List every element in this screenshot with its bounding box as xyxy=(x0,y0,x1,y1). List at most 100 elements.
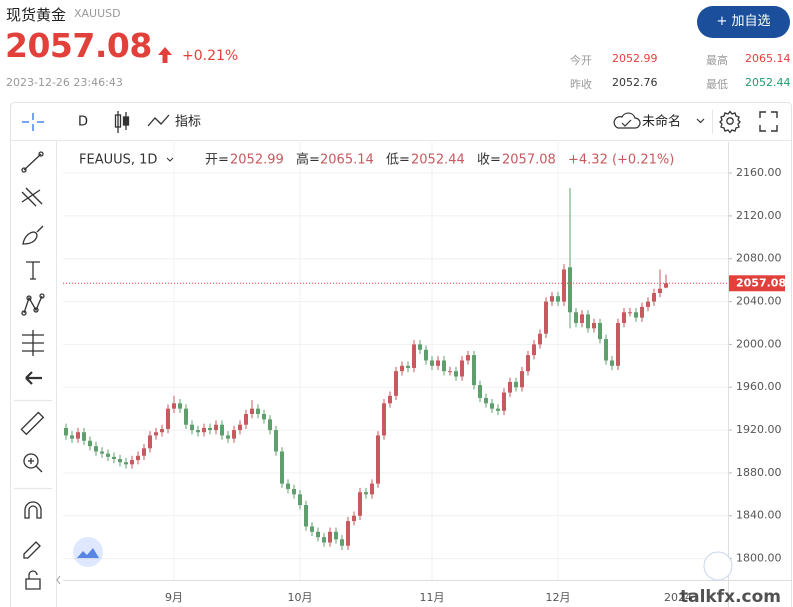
candle-body xyxy=(316,531,320,538)
candle-body xyxy=(352,515,356,522)
x-tick-label: 2024 xyxy=(664,591,692,604)
candle-body xyxy=(454,371,458,377)
candle-body xyxy=(82,432,86,441)
instrument-title: 现货黄金 xyxy=(6,6,67,24)
candle-body xyxy=(280,451,284,484)
cloud-check xyxy=(621,119,632,127)
candle-body xyxy=(640,306,644,318)
layout-menu-chevron[interactable] xyxy=(696,118,705,124)
candle-body xyxy=(208,427,212,431)
candle-body xyxy=(166,408,170,430)
candle-body xyxy=(124,462,128,465)
candle-body xyxy=(244,414,248,425)
lock-draw-tool[interactable] xyxy=(23,541,41,559)
candle-body xyxy=(628,312,632,314)
candle-body xyxy=(70,435,74,439)
text-tool[interactable] xyxy=(26,261,40,280)
candle-body xyxy=(382,403,386,436)
widget-frame xyxy=(10,102,792,607)
candle-body xyxy=(412,344,416,368)
stat-value: 2052.44 xyxy=(745,76,791,89)
candle-body xyxy=(664,283,668,288)
back-tool[interactable] xyxy=(25,371,42,385)
candle-body xyxy=(106,453,110,457)
candle-body xyxy=(460,360,464,377)
fib-tool[interactable] xyxy=(21,187,43,207)
prediction-tool[interactable] xyxy=(22,330,44,356)
logo-bg xyxy=(73,537,103,567)
candle-body xyxy=(214,424,218,431)
candle-body xyxy=(478,385,482,398)
candle-body xyxy=(538,333,542,345)
legend-label: 收= xyxy=(477,153,501,168)
candle-body xyxy=(148,435,152,449)
lock-tool[interactable] xyxy=(25,570,41,590)
pattern-tool[interactable] xyxy=(21,293,45,316)
layout-name[interactable]: 未命名 xyxy=(642,114,681,130)
indicator-button[interactable]: 指标 xyxy=(175,115,201,130)
candle-body xyxy=(130,460,134,465)
candle-body xyxy=(604,339,608,361)
candle-body xyxy=(88,440,92,447)
candle-body xyxy=(100,451,104,454)
stat-label: 最低 xyxy=(706,78,728,91)
timestamp: 2023-12-26 23:46:43 xyxy=(6,76,123,89)
trend-line-tool[interactable] xyxy=(21,151,44,173)
fullscreen-icon[interactable] xyxy=(759,111,778,132)
candle-body xyxy=(424,349,428,361)
candle-body xyxy=(448,371,452,373)
candle-type-icon[interactable] xyxy=(114,111,130,133)
candle-body xyxy=(580,314,584,323)
candle-body xyxy=(358,492,362,516)
zoom-tool[interactable] xyxy=(23,453,43,473)
candle-body xyxy=(154,432,158,436)
settings-icon[interactable] xyxy=(719,110,741,134)
candle-body xyxy=(292,488,296,495)
candle-body xyxy=(172,403,176,409)
y-tick-label: 2160.00 xyxy=(736,166,782,179)
magnet-tool[interactable] xyxy=(24,501,42,519)
change-percent: +0.21% xyxy=(182,48,239,64)
last-price: 2057.08 xyxy=(5,26,152,65)
brush-tool[interactable] xyxy=(22,225,44,245)
candle-body xyxy=(622,312,626,323)
candle-body xyxy=(202,427,206,433)
ruler-tool[interactable] xyxy=(20,411,45,436)
y-tick-label: 1800.00 xyxy=(736,552,782,565)
legend-chevron[interactable] xyxy=(166,157,174,162)
add-watchlist-button[interactable]: + 加自选 xyxy=(697,6,790,38)
candle-body xyxy=(520,371,524,388)
candle-body xyxy=(238,424,242,431)
y-tick-label: 2120.00 xyxy=(736,209,782,222)
cloud-icon[interactable] xyxy=(613,112,641,129)
x-tick-label: 10月 xyxy=(288,591,313,604)
candle-body xyxy=(490,403,494,409)
stat-value: 2065.14 xyxy=(745,52,791,65)
candle-body xyxy=(658,288,662,293)
crosshair-icon[interactable] xyxy=(22,113,44,131)
legend-label: 开= xyxy=(205,153,229,168)
scroll-left[interactable] xyxy=(56,575,61,585)
candle-body xyxy=(334,531,338,540)
candle-body xyxy=(322,537,326,543)
candle-body xyxy=(466,355,470,361)
candle-body xyxy=(286,483,290,489)
x-tick-label: 11月 xyxy=(420,591,445,604)
interval-button[interactable]: D xyxy=(78,115,88,130)
scroll-button xyxy=(703,551,733,581)
candle-body xyxy=(556,296,560,302)
candle-body xyxy=(346,521,350,546)
last-price-tag xyxy=(729,275,785,292)
indicator-icon[interactable] xyxy=(147,114,170,127)
last-price-label: 2057.08 xyxy=(736,276,786,289)
candle-body xyxy=(652,292,656,302)
x-tick-label: 12月 xyxy=(546,591,571,604)
candle-body xyxy=(514,381,518,388)
x-tick-label: 9月 xyxy=(165,591,183,604)
candle-body xyxy=(418,344,422,350)
candle-body xyxy=(472,355,476,386)
candle-body xyxy=(196,430,200,433)
candle-body xyxy=(616,322,620,366)
legend-change: +4.32 (+0.21%) xyxy=(568,153,674,168)
